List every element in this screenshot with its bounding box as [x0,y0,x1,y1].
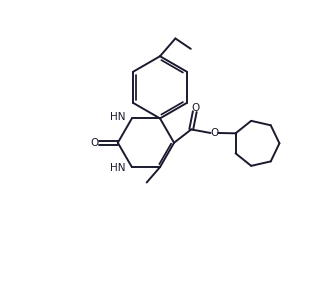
Text: O: O [91,138,99,148]
Text: O: O [191,102,199,112]
Text: HN: HN [110,112,125,122]
Text: O: O [210,128,219,138]
Text: HN: HN [110,163,125,173]
